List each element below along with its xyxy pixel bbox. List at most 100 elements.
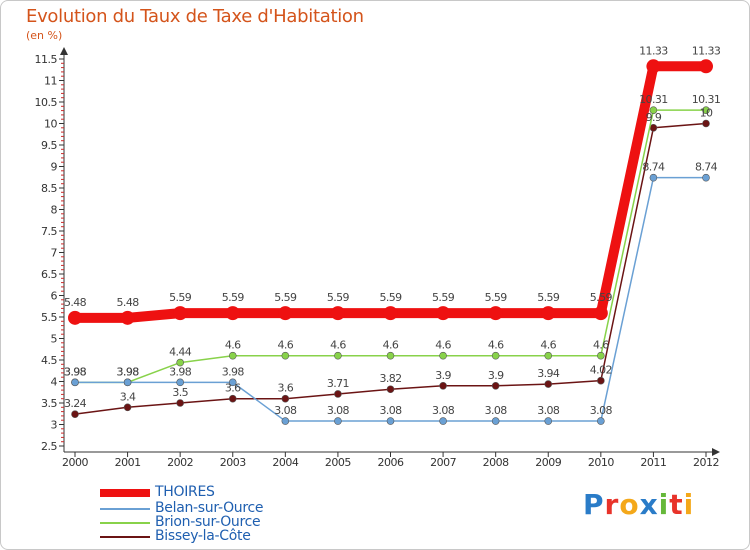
x-tick-label: 2012 — [693, 456, 719, 469]
y-tick-label: 5 — [51, 333, 58, 346]
chart-title: Evolution du Taux de Taxe d'Habitation — [26, 6, 364, 27]
data-label-thoires: 5.48 — [117, 296, 140, 309]
data-point-belan-sur-ource — [176, 378, 184, 387]
data-point-belan-sur-ource — [597, 417, 605, 425]
data-label-thoires: 5.59 — [222, 291, 245, 304]
data-label-thoires: 5.59 — [432, 291, 455, 304]
data-label-brion-sur-ource: 4.6 — [225, 339, 241, 352]
data-label-bissey-la-c-te: 3.82 — [379, 372, 401, 385]
proxiti-logo: Proxiti — [583, 488, 694, 521]
data-label-belan-sur-ource: 3.98 — [64, 365, 87, 378]
data-label-brion-sur-ource: 10.31 — [639, 93, 668, 106]
data-label-thoires: 5.48 — [64, 296, 87, 309]
data-point-bissey-la-c-te — [228, 394, 237, 403]
x-tick-label: 2004 — [272, 456, 298, 469]
data-label-bissey-la-c-te: 3.9 — [435, 369, 451, 382]
data-label-belan-sur-ource: 8.74 — [695, 161, 718, 174]
y-tick-label: 11 — [44, 75, 57, 88]
data-label-belan-sur-ource: 3.08 — [274, 404, 297, 417]
data-label-bissey-la-c-te: 3.24 — [64, 397, 87, 410]
data-point-brion-sur-ource — [649, 106, 658, 114]
x-axis-arrow — [712, 448, 720, 456]
data-point-bissey-la-c-te — [71, 410, 79, 418]
data-point-thoires — [120, 310, 135, 325]
data-label-belan-sur-ource: 3.98 — [222, 365, 245, 378]
data-point-bissey-la-c-te — [386, 385, 395, 394]
data-label-belan-sur-ource: 3.98 — [169, 365, 192, 378]
data-label-bissey-la-c-te: 3.6 — [225, 382, 241, 395]
data-point-bissey-la-c-te — [176, 399, 184, 407]
data-label-thoires: 5.59 — [274, 291, 297, 304]
data-label-thoires: 11.33 — [639, 44, 668, 57]
y-tick-label: 5.5 — [41, 311, 57, 324]
data-point-bissey-la-c-te — [702, 119, 710, 128]
legend-swatch-belan — [100, 508, 150, 510]
y-tick-label: 9 — [51, 161, 58, 174]
proxiti-logo-letter: r — [604, 488, 620, 521]
data-point-brion-sur-ource — [597, 351, 605, 360]
data-point-brion-sur-ource — [334, 351, 342, 360]
data-point-belan-sur-ource — [334, 417, 342, 425]
data-point-brion-sur-ource — [702, 106, 710, 114]
data-point-thoires — [541, 306, 556, 321]
data-point-thoires — [488, 306, 503, 321]
data-point-thoires — [225, 306, 240, 321]
data-point-belan-sur-ource — [71, 378, 79, 387]
data-point-belan-sur-ource — [123, 378, 132, 387]
x-tick-label: 2005 — [325, 456, 351, 469]
data-label-brion-sur-ource: 4.6 — [383, 339, 399, 352]
y-tick-label: 9.5 — [41, 139, 57, 152]
data-point-brion-sur-ource — [176, 358, 184, 367]
data-point-belan-sur-ource — [702, 173, 710, 182]
y-tick-label: 8 — [51, 204, 58, 217]
data-point-belan-sur-ource — [649, 173, 658, 182]
data-label-brion-sur-ource: 3.98 — [64, 365, 87, 378]
data-label-brion-sur-ource: 4.6 — [488, 339, 504, 352]
data-label-bissey-la-c-te: 9.9 — [646, 111, 662, 124]
data-label-bissey-la-c-te: 3.4 — [120, 390, 136, 403]
data-point-brion-sur-ource — [439, 351, 447, 360]
data-point-thoires — [383, 306, 398, 321]
proxiti-logo-letter: i — [683, 488, 695, 521]
x-tick-label: 2007 — [430, 456, 456, 469]
data-point-belan-sur-ource — [544, 417, 553, 425]
data-point-brion-sur-ource — [228, 351, 237, 360]
legend-swatch-thoires — [100, 489, 150, 497]
x-tick-label: 2008 — [483, 456, 509, 469]
data-label-bissey-la-c-te: 3.71 — [327, 377, 349, 390]
y-tick-label: 6.5 — [41, 268, 57, 281]
data-point-thoires — [436, 306, 451, 321]
data-label-belan-sur-ource: 3.08 — [327, 404, 350, 417]
data-label-thoires: 11.33 — [692, 44, 721, 57]
y-tick-label: 11.5 — [35, 53, 58, 66]
data-point-thoires — [646, 59, 661, 74]
data-point-belan-sur-ource — [281, 417, 290, 425]
data-label-thoires: 5.59 — [379, 291, 402, 304]
data-point-thoires — [593, 306, 608, 321]
data-label-thoires: 5.59 — [590, 291, 613, 304]
data-label-brion-sur-ource: 10.31 — [692, 93, 721, 106]
legend-label-brion: Brion-sur-Ource — [155, 514, 261, 530]
data-label-thoires: 5.59 — [537, 291, 560, 304]
y-tick-label: 2.5 — [41, 440, 57, 453]
data-label-bissey-la-c-te: 4.02 — [590, 364, 612, 377]
data-point-brion-sur-ource — [281, 351, 290, 360]
data-point-bissey-la-c-te — [439, 381, 447, 390]
proxiti-logo-letter: o — [619, 488, 640, 521]
y-axis-arrow — [60, 47, 68, 55]
data-point-belan-sur-ource — [228, 378, 237, 387]
data-label-belan-sur-ource: 3.08 — [379, 404, 402, 417]
legend-swatch-brion — [100, 522, 150, 524]
data-point-bissey-la-c-te — [281, 394, 290, 403]
data-point-thoires — [173, 306, 188, 321]
data-label-bissey-la-c-te: 3.5 — [172, 386, 188, 399]
data-label-bissey-la-c-te: 3.9 — [488, 369, 504, 382]
legend-swatch-bissey — [100, 536, 150, 538]
data-point-belan-sur-ource — [491, 417, 500, 425]
data-label-belan-sur-ource: 3.08 — [590, 404, 613, 417]
data-point-belan-sur-ource — [386, 417, 395, 425]
legend-label-bissey: Bissey-la-Côte — [155, 528, 251, 544]
series-line-thoires — [70, 61, 711, 323]
y-tick-label: 8.5 — [41, 182, 57, 195]
legend-label-belan: Belan-sur-Ource — [155, 500, 264, 516]
